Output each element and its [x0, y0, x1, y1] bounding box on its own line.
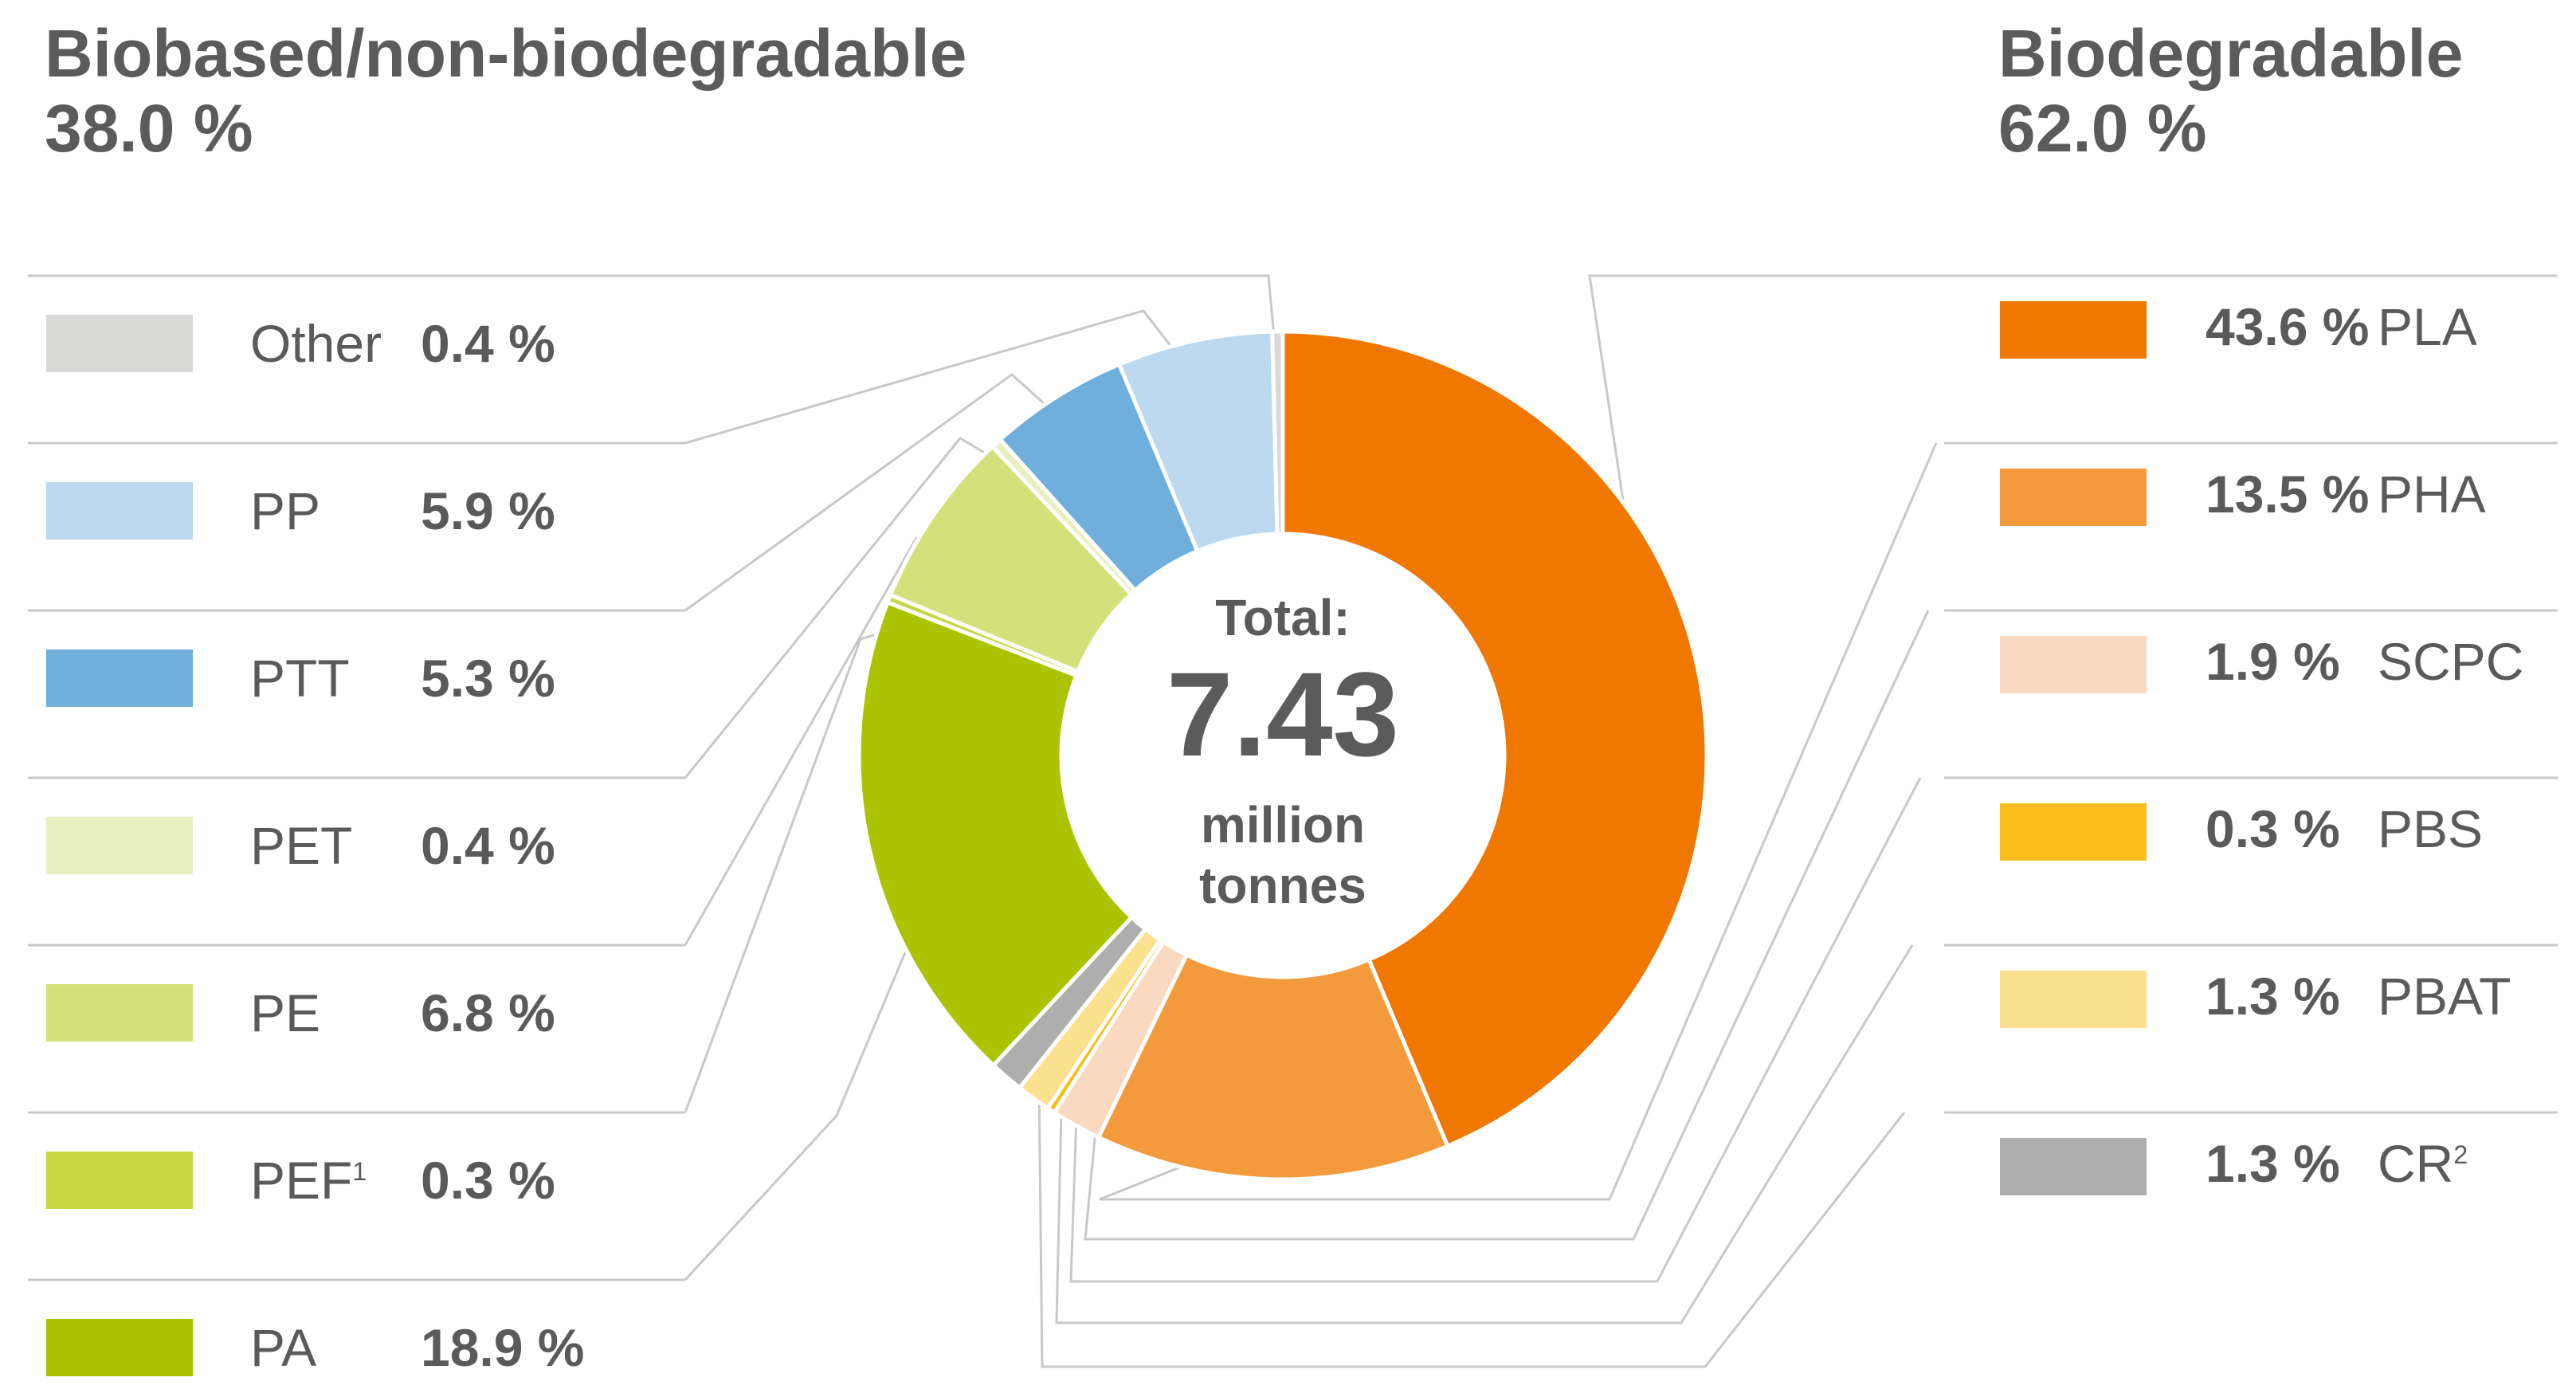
leader-pbs [1069, 777, 1922, 1283]
slice-pa [857, 599, 1135, 1069]
legend-swatch-scpc [2000, 636, 2147, 693]
legend-value-pet: 0.4 % [421, 816, 555, 875]
legend-value-other: 0.4 % [421, 314, 555, 373]
legend-label-pla: PLA [2378, 297, 2477, 356]
leader-cr [1037, 1039, 1906, 1368]
legend-footnote-cr: 2 [2453, 1140, 2468, 1169]
legend-label-cr: CR2 [2378, 1134, 2468, 1193]
slice-pla [1280, 329, 1709, 1149]
legend-swatch-pha [2000, 469, 2147, 526]
legend-value-pef: 0.3 % [421, 1151, 555, 1210]
leader-scpc [1084, 610, 1930, 1241]
legend-label-pha: PHA [2378, 465, 2486, 524]
legend-value-pa: 18.9 % [421, 1318, 585, 1377]
center-unit-line2: tonnes [1199, 856, 1366, 914]
header-left-percent: 38.0 % [45, 91, 253, 167]
legend-footnote-pef: 1 [352, 1157, 367, 1186]
legend-label-other: Other [250, 314, 382, 373]
header-left-title: Biobased/non-biodegradable [45, 16, 967, 91]
legend-value-pe: 6.8 % [421, 983, 555, 1042]
legend-swatch-pet [46, 817, 193, 874]
center-total-value: 7.43 [1166, 647, 1399, 781]
legend-swatch-other [46, 315, 193, 372]
legend-swatch-pla [2000, 301, 2147, 359]
slice-other [1270, 329, 1285, 536]
slice-pha [1096, 952, 1451, 1182]
legend-value-pbs: 0.3 % [2205, 799, 2340, 858]
legend-label-scpc: SCPC [2378, 632, 2524, 691]
legend-value-ptt: 5.3 % [421, 649, 555, 708]
legend-label-ptt: PTT [250, 649, 350, 708]
legend-swatch-pa [46, 1319, 193, 1376]
header-right: Biodegradable 62.0 % [1998, 16, 2463, 166]
legend-value-scpc: 1.9 % [2205, 632, 2340, 691]
legend-label-pet: PET [250, 816, 353, 875]
legend-swatch-pbat [2000, 971, 2147, 1028]
legend-swatch-pp [46, 482, 193, 540]
legend-label-pa: PA [250, 1318, 317, 1377]
legend-label-pbs: PBS [2378, 799, 2484, 858]
legend-value-cr: 1.3 % [2205, 1134, 2340, 1193]
center-unit-line1: million [1200, 796, 1366, 853]
legend-swatch-pef [46, 1152, 193, 1209]
center-total-label: Total: [1215, 589, 1351, 646]
legend-value-pp: 5.9 % [421, 481, 555, 540]
header-right-percent: 62.0 % [1998, 91, 2207, 167]
legend-swatch-ptt [46, 649, 193, 707]
legend-swatch-cr [2000, 1138, 2147, 1195]
legend-value-pha: 13.5 % [2205, 465, 2370, 524]
legend-label-pef: PEF1 [250, 1151, 367, 1210]
legend-label-pbat: PBAT [2378, 967, 2511, 1026]
legend-value-pbat: 1.3 % [2205, 967, 2340, 1026]
legend-value-pla: 43.6 % [2205, 297, 2370, 356]
legend-label-pp: PP [250, 481, 321, 540]
header-right-title: Biodegradable [1998, 16, 2464, 91]
legend-label-pe: PE [250, 983, 321, 1042]
center-unit: million tonnes [1123, 795, 1442, 916]
legend-swatch-pe [46, 984, 193, 1042]
legend-swatch-pbs [2000, 803, 2147, 861]
header-left: Biobased/non-biodegradable 38.0 % [45, 16, 966, 166]
leader-pbat [1055, 944, 1914, 1324]
